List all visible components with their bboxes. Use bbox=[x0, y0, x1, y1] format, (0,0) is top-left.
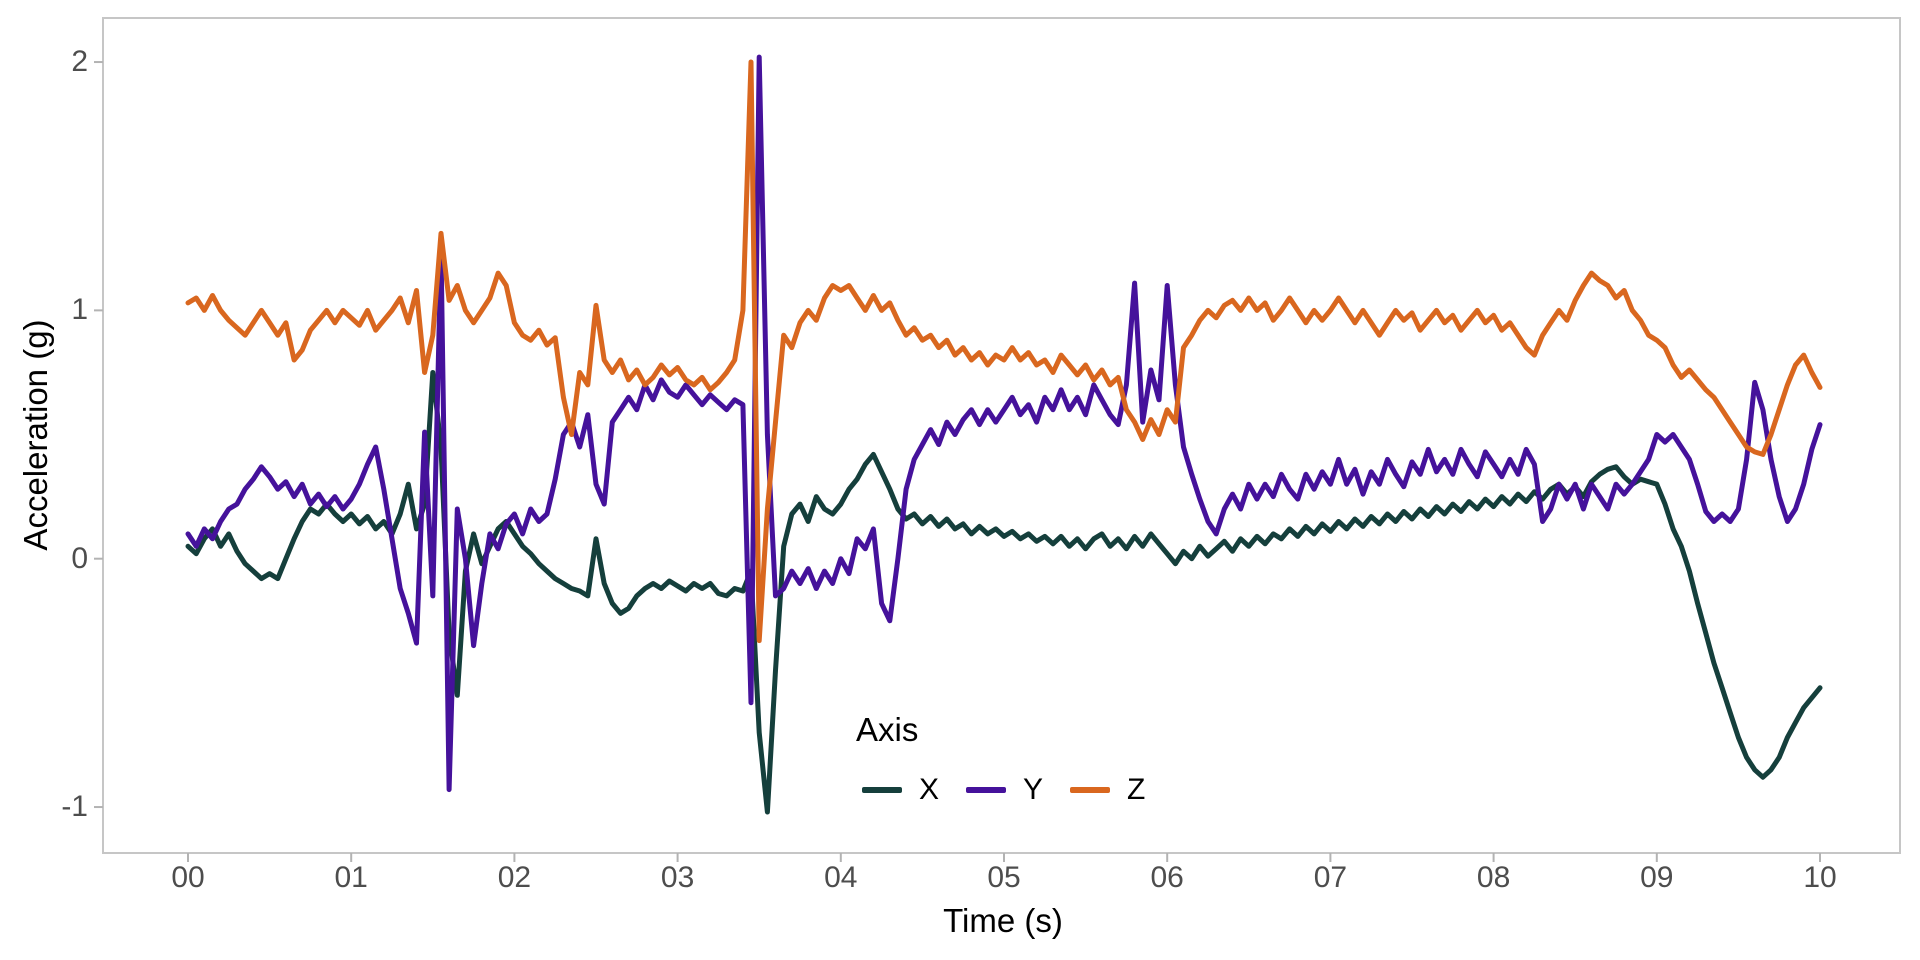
legend-swatch-z-icon bbox=[1070, 787, 1111, 793]
legend-label-z: Z bbox=[1127, 773, 1146, 806]
legend-swatch-y-icon bbox=[966, 787, 1007, 793]
legend: Axis X Y Z bbox=[856, 712, 1145, 806]
x-tick-label: 00 bbox=[171, 861, 205, 894]
x-axis-title: Time (s) bbox=[943, 902, 1063, 939]
y-tick-label: -1 bbox=[61, 790, 88, 824]
x-tick-label: 06 bbox=[1150, 861, 1184, 894]
series-lines bbox=[185, 54, 1823, 815]
x-tick-label: 03 bbox=[660, 861, 695, 894]
legend-items: X Y Z bbox=[862, 774, 1145, 806]
y-tick-label: 1 bbox=[71, 293, 88, 327]
panel-border bbox=[102, 17, 1901, 854]
legend-label-y: Y bbox=[1023, 773, 1044, 806]
y-axis-title: Acceleration (g) bbox=[17, 319, 54, 551]
x-tick-label: 09 bbox=[1640, 861, 1674, 894]
series-line-z bbox=[185, 59, 1823, 644]
legend-item-z: Z bbox=[1070, 774, 1145, 806]
y-tick-label: 0 bbox=[71, 541, 88, 575]
legend-title: Axis bbox=[856, 711, 919, 748]
legend-item-y: Y bbox=[966, 774, 1043, 806]
x-tick-label: 07 bbox=[1313, 861, 1348, 894]
legend-swatch-x-icon bbox=[862, 787, 902, 793]
x-tick-label: 02 bbox=[497, 861, 532, 894]
axis-tick-marks bbox=[94, 61, 1821, 862]
x-tick-label: 10 bbox=[1803, 861, 1837, 894]
x-tick-label: 05 bbox=[987, 861, 1021, 894]
legend-item-x: X bbox=[862, 774, 939, 806]
series-line-x bbox=[185, 370, 1823, 815]
x-tick-label: 04 bbox=[824, 861, 858, 894]
y-tick-label: 2 bbox=[71, 45, 88, 79]
x-tick-label: 01 bbox=[334, 861, 368, 894]
x-tick-label: 08 bbox=[1476, 861, 1511, 894]
series-line-y bbox=[185, 54, 1823, 793]
legend-label-x: X bbox=[919, 773, 940, 806]
